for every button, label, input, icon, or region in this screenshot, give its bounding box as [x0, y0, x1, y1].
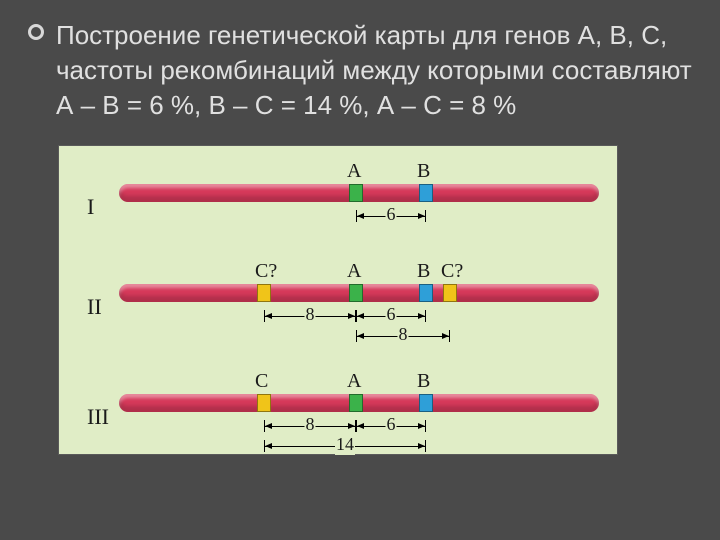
distance-measure: 6: [356, 418, 426, 434]
title-text: Построение генетической карты для генов …: [56, 18, 692, 123]
distance-measure: 8: [356, 328, 450, 344]
gene-marker: [419, 184, 433, 202]
distance-measure: 6: [356, 308, 426, 324]
distance-value: 8: [305, 304, 316, 325]
gene-label: C: [255, 370, 268, 393]
distance-value: 8: [398, 324, 409, 345]
gene-label: B: [417, 370, 430, 393]
distance-measure: 6: [356, 208, 426, 224]
distance-measure: 8: [264, 308, 356, 324]
distance-measure: 14: [264, 438, 426, 454]
gene-label: B: [417, 160, 430, 183]
distance-value: 14: [335, 434, 355, 455]
title-row: Построение генетической карты для генов …: [28, 18, 692, 123]
row-label: II: [87, 294, 102, 320]
gene-label: A: [347, 260, 361, 283]
gene-marker: [257, 394, 271, 412]
gene-marker: [419, 394, 433, 412]
slide: Построение генетической карты для генов …: [0, 0, 720, 540]
gene-label: B: [417, 260, 430, 283]
distance-measure: 8: [264, 418, 356, 434]
gene-marker: [257, 284, 271, 302]
gene-marker: [349, 394, 363, 412]
gene-marker: [443, 284, 457, 302]
gene-label: C?: [255, 260, 277, 283]
gene-marker: [419, 284, 433, 302]
bullet-icon: [28, 24, 44, 40]
gene-label: A: [347, 370, 361, 393]
row-label: I: [87, 194, 94, 220]
gene-label: C?: [441, 260, 463, 283]
distance-value: 6: [386, 414, 397, 435]
distance-value: 8: [305, 414, 316, 435]
diagram-panel: IAB6IIC?ABC?868IIICAB8614: [58, 145, 618, 455]
distance-value: 6: [386, 204, 397, 225]
gene-marker: [349, 184, 363, 202]
row-label: III: [87, 404, 109, 430]
gene-marker: [349, 284, 363, 302]
distance-value: 6: [386, 304, 397, 325]
gene-label: A: [347, 160, 361, 183]
